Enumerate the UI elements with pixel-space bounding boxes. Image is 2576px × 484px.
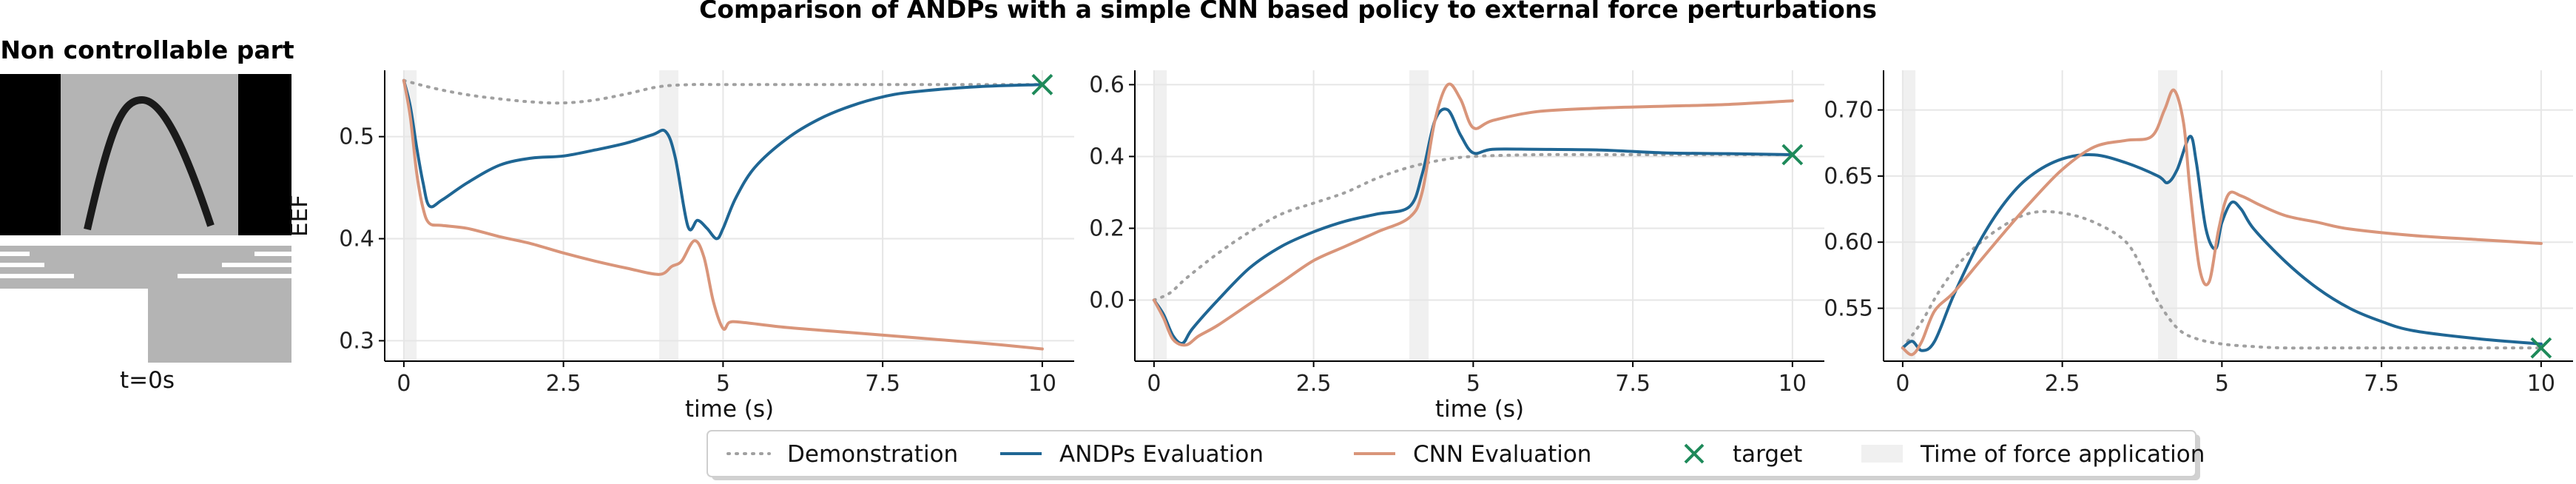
force-band (659, 70, 678, 361)
x-tick-label: 10 (1028, 371, 1056, 397)
series-line-andps (402, 78, 1044, 241)
image-panel-title: Non controllable part (0, 36, 294, 64)
x-tick-label: 2.5 (2045, 371, 2080, 397)
x-tick-label: 7.5 (2364, 371, 2399, 397)
legend-label: ANDPs Evaluation (1059, 441, 1264, 468)
y-tick-label: 0.3 (339, 328, 374, 354)
series-line-demonstration (1152, 152, 1794, 302)
series-line-demonstration (402, 78, 1044, 105)
x-tick-label: 10 (1778, 371, 1807, 397)
x-tick-label: 0 (1895, 371, 1909, 397)
x-axis-label: time (s) (685, 396, 774, 423)
legend-label: Time of force application (1920, 441, 2205, 468)
x-tick-label: 5 (716, 371, 730, 397)
legend-entry-andps: ANDPs Evaluation (1000, 441, 1264, 468)
series-line-cnn (1901, 88, 2543, 357)
series-line-andps (1901, 135, 2543, 352)
legend-entry-cnn: CNN Evaluation (1354, 441, 1591, 468)
y-tick-label: 0.70 (1824, 98, 1873, 124)
eef-plot-3: 0 2.5 5 7.5 10 0.55 0.60 0.65 0.70 (1824, 70, 2573, 397)
x-tick-label: 2.5 (546, 371, 581, 397)
series-line-andps (1152, 107, 1794, 346)
legend-entry-target: target (1684, 441, 1802, 468)
legend-label: CNN Evaluation (1413, 441, 1591, 468)
force-band (1902, 70, 1916, 361)
x-axis-label: time (s) (1435, 396, 1524, 423)
x-tick-label: 0 (397, 371, 411, 397)
figure-title: Comparison of ANDPs with a simple CNN ba… (699, 0, 1877, 24)
legend-entry-demonstration: Demonstration (726, 441, 958, 468)
y-axis-label: EEF (286, 195, 313, 237)
x-tick-label: 0 (1147, 371, 1161, 397)
y-tick-label: 0.65 (1824, 164, 1873, 189)
x-tick-label: 7.5 (865, 371, 900, 397)
series-line-cnn (402, 78, 1044, 351)
legend-swatch (1861, 445, 1903, 463)
legend-swatch (1684, 443, 1705, 464)
image-panel: Non controllable part t=0s (0, 36, 294, 394)
x-tick-label: 10 (2527, 371, 2555, 397)
x-tick-label: 5 (1466, 371, 1480, 397)
x-tick-label: 2.5 (1296, 371, 1332, 397)
scene-image (0, 74, 291, 363)
target-marker (2530, 337, 2552, 359)
y-tick-label: 0.4 (1089, 144, 1125, 169)
target-marker (1781, 144, 1804, 166)
legend: Demonstration ANDPs Evaluation CNN Evaluat… (707, 430, 2205, 480)
y-tick-label: 0.55 (1824, 296, 1873, 322)
eef-plot-2: 0 2.5 5 7.5 10 0.0 0.2 0.4 0.6 time (s) (1089, 70, 1824, 423)
image-panel-caption: t=0s (120, 367, 175, 394)
legend-label: Demonstration (787, 441, 958, 468)
series-line-cnn (1152, 82, 1794, 347)
x-tick-label: 7.5 (1615, 371, 1651, 397)
force-band (2158, 70, 2177, 361)
target-marker (1031, 73, 1053, 95)
x-tick-label: 5 (2215, 371, 2229, 397)
y-tick-label: 0.2 (1089, 215, 1125, 241)
y-tick-label: 0.0 (1089, 288, 1125, 314)
eef-plot-1: 0 2.5 5 7.5 10 0.3 0.4 0.5 time (s) EEF (286, 70, 1074, 423)
legend-entry-force: Time of force application (1861, 441, 2205, 468)
force-band (1153, 70, 1167, 361)
y-tick-label: 0.4 (339, 226, 374, 252)
legend-label: target (1733, 441, 1802, 468)
y-tick-label: 0.5 (339, 124, 374, 150)
y-tick-label: 0.6 (1089, 72, 1125, 98)
y-tick-label: 0.60 (1824, 229, 1873, 255)
series-line-demonstration (1901, 209, 2543, 350)
